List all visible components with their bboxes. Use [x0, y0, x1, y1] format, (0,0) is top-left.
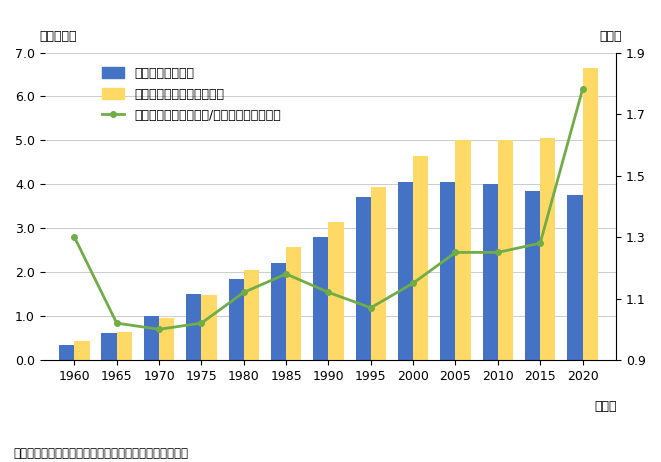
Bar: [144, 316, 159, 360]
Text: （出所）内閣府、「社会資本ストック推計」、国勢調査: （出所）内閣府、「社会資本ストック推計」、国勢調査: [13, 447, 188, 460]
Bar: [498, 140, 513, 360]
Bar: [313, 237, 329, 360]
比率（その他都道府県/東京都）　（右軸）: [155, 327, 163, 332]
Bar: [229, 279, 244, 360]
Bar: [582, 68, 598, 360]
Bar: [286, 247, 301, 360]
比率（その他都道府県/東京都）　（右軸）: [71, 234, 79, 240]
Bar: [202, 295, 217, 360]
Bar: [356, 197, 371, 360]
比率（その他都道府県/東京都）　（右軸）: [451, 249, 459, 255]
Bar: [75, 341, 90, 360]
Bar: [117, 332, 132, 360]
Bar: [413, 156, 428, 360]
Legend: 東京都　（左軸）, その他都道府県　（左軸）, 比率（その他都道府県/東京都）　（右軸）: 東京都 （左軸）, その他都道府県 （左軸）, 比率（その他都道府県/東京都） …: [97, 62, 286, 127]
比率（その他都道府県/東京都）　（右軸）: [198, 320, 206, 326]
Bar: [186, 294, 202, 360]
比率（その他都道府県/東京都）　（右軸）: [113, 320, 121, 326]
比率（その他都道府県/東京都）　（右軸）: [578, 87, 586, 92]
比率（その他都道府県/東京都）　（右軸）: [494, 249, 502, 255]
Bar: [540, 138, 555, 360]
Bar: [525, 191, 540, 360]
Bar: [440, 182, 455, 360]
Text: （倍）: （倍）: [600, 30, 622, 43]
Bar: [271, 263, 286, 360]
比率（その他都道府県/東京都）　（右軸）: [282, 271, 290, 277]
Text: （百万円）: （百万円）: [39, 30, 77, 43]
Bar: [244, 270, 259, 360]
比率（その他都道府県/東京都）　（右軸）: [536, 240, 544, 246]
Bar: [159, 318, 175, 360]
Bar: [59, 345, 75, 360]
比率（その他都道府県/東京都）　（右軸）: [325, 290, 332, 295]
Bar: [329, 222, 344, 360]
Bar: [455, 140, 471, 360]
比率（その他都道府県/東京都）　（右軸）: [367, 305, 375, 310]
Bar: [371, 187, 386, 360]
比率（その他都道府県/東京都）　（右軸）: [409, 280, 417, 286]
比率（その他都道府県/東京都）　（右軸）: [240, 290, 248, 295]
Bar: [398, 182, 413, 360]
Bar: [102, 333, 117, 360]
Line: 比率（その他都道府県/東京都）　（右軸）: 比率（その他都道府県/東京都） （右軸）: [71, 87, 585, 332]
Bar: [567, 195, 582, 360]
Text: （年）: （年）: [594, 400, 617, 413]
Bar: [483, 184, 498, 360]
